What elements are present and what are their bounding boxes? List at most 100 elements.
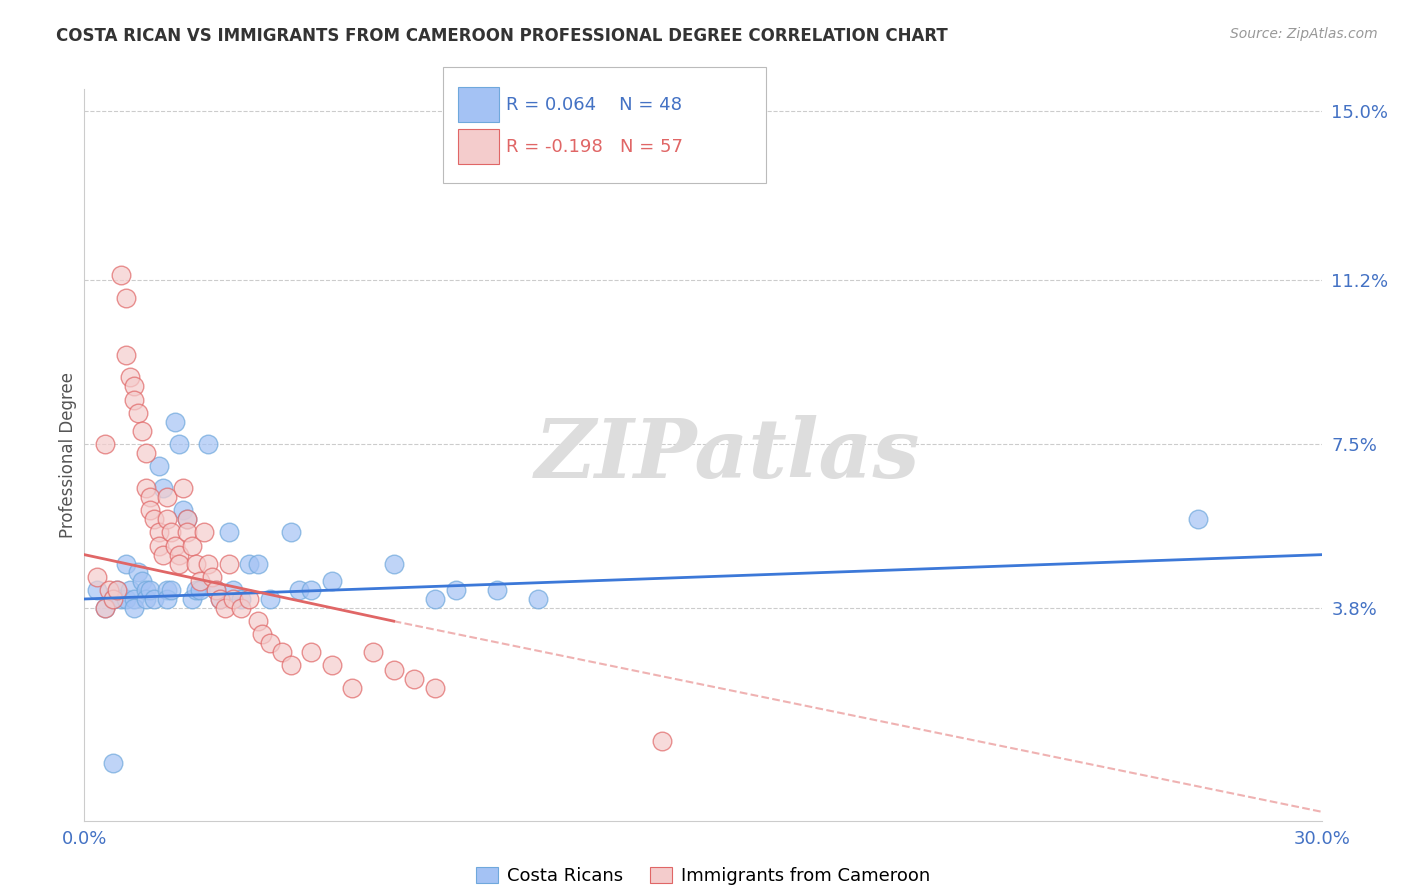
Point: [118, 583, 141, 598]
Point: [176, 512, 198, 526]
Point: [172, 503, 194, 517]
Point: [172, 481, 194, 495]
Point: [205, 583, 228, 598]
Point: [342, 681, 364, 695]
Point: [201, 570, 224, 584]
Point: [135, 481, 157, 495]
Point: [110, 268, 132, 283]
Point: [423, 681, 446, 695]
Point: [94, 600, 117, 615]
Point: [127, 406, 149, 420]
Text: Source: ZipAtlas.com: Source: ZipAtlas.com: [1230, 27, 1378, 41]
Point: [280, 525, 302, 540]
Point: [103, 592, 125, 607]
Point: [156, 583, 179, 598]
Text: COSTA RICAN VS IMMIGRANTS FROM CAMEROON PROFESSIONAL DEGREE CORRELATION CHART: COSTA RICAN VS IMMIGRANTS FROM CAMEROON …: [56, 27, 948, 45]
Point: [167, 548, 190, 562]
Point: [139, 490, 162, 504]
Point: [98, 583, 121, 598]
Point: [1187, 512, 1209, 526]
Point: [229, 600, 252, 615]
Point: [152, 548, 174, 562]
Point: [188, 583, 211, 598]
Point: [180, 539, 202, 553]
Point: [246, 557, 269, 571]
Legend: Costa Ricans, Immigrants from Cameroon: Costa Ricans, Immigrants from Cameroon: [468, 859, 938, 892]
Point: [361, 645, 384, 659]
Point: [280, 658, 302, 673]
Point: [176, 512, 198, 526]
Point: [222, 583, 245, 598]
Point: [214, 600, 236, 615]
Point: [165, 415, 187, 429]
Point: [250, 627, 273, 641]
Point: [114, 291, 136, 305]
Point: [193, 525, 215, 540]
Point: [382, 663, 405, 677]
Point: [148, 539, 170, 553]
Point: [176, 525, 198, 540]
Point: [299, 583, 322, 598]
Point: [131, 574, 153, 589]
Text: R = 0.064    N = 48: R = 0.064 N = 48: [506, 96, 682, 114]
Point: [205, 583, 228, 598]
Point: [527, 592, 550, 607]
Point: [184, 557, 207, 571]
Point: [86, 570, 108, 584]
Point: [143, 592, 166, 607]
Point: [423, 592, 446, 607]
Point: [167, 557, 190, 571]
Point: [238, 592, 260, 607]
Point: [271, 645, 294, 659]
Point: [94, 600, 117, 615]
Point: [321, 574, 343, 589]
Point: [143, 512, 166, 526]
Point: [156, 490, 179, 504]
Point: [135, 446, 157, 460]
Point: [246, 614, 269, 628]
Point: [105, 583, 128, 598]
Point: [156, 592, 179, 607]
Point: [103, 756, 125, 770]
Point: [122, 379, 145, 393]
Point: [218, 557, 240, 571]
Point: [299, 645, 322, 659]
Point: [118, 370, 141, 384]
Point: [160, 583, 183, 598]
Point: [229, 592, 252, 607]
Point: [197, 557, 219, 571]
Point: [122, 392, 145, 407]
Y-axis label: Professional Degree: Professional Degree: [59, 372, 77, 538]
Point: [148, 458, 170, 473]
Point: [86, 583, 108, 598]
Point: [238, 557, 260, 571]
Text: R = -0.198   N = 57: R = -0.198 N = 57: [506, 138, 683, 156]
Point: [148, 525, 170, 540]
Point: [180, 592, 202, 607]
Point: [94, 437, 117, 451]
Point: [209, 592, 232, 607]
Point: [152, 481, 174, 495]
Point: [135, 592, 157, 607]
Point: [103, 592, 125, 607]
Point: [160, 525, 183, 540]
Point: [404, 672, 426, 686]
Point: [122, 592, 145, 607]
Point: [259, 592, 281, 607]
Point: [139, 503, 162, 517]
Point: [485, 583, 508, 598]
Point: [105, 583, 128, 598]
Point: [651, 734, 673, 748]
Point: [218, 525, 240, 540]
Point: [122, 600, 145, 615]
Point: [222, 592, 245, 607]
Point: [114, 557, 136, 571]
Point: [127, 566, 149, 580]
Point: [135, 583, 157, 598]
Point: [131, 424, 153, 438]
Point: [156, 512, 179, 526]
Point: [209, 592, 232, 607]
Point: [188, 574, 211, 589]
Point: [165, 539, 187, 553]
Point: [114, 348, 136, 362]
